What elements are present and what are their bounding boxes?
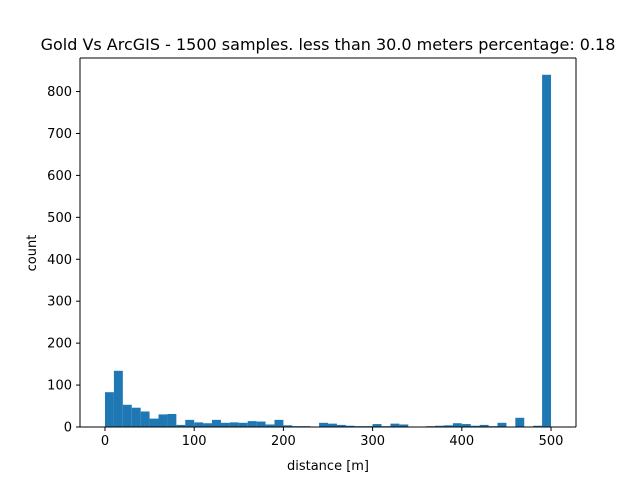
histogram-bar	[194, 422, 204, 427]
histogram-bar	[131, 407, 141, 427]
histogram-bar	[176, 424, 186, 427]
histogram-bar	[542, 74, 552, 427]
histogram-bar	[497, 422, 507, 427]
y-tick-label: 600	[47, 169, 72, 184]
y-tick-label: 300	[47, 295, 72, 310]
x-axis-label: distance [m]	[287, 459, 369, 474]
y-tick-label: 500	[47, 211, 72, 226]
histogram-bar	[470, 425, 480, 427]
histogram-bar	[229, 422, 239, 427]
histogram-bar	[113, 370, 123, 427]
histogram-bar	[167, 414, 177, 427]
x-tick-label: 500	[539, 434, 564, 449]
x-tick-label: 300	[360, 434, 385, 449]
y-tick-label: 700	[47, 127, 72, 142]
histogram-bar	[104, 392, 114, 427]
axes-group: 0 100 200 300 400 500 0 100 200 300 400 500 600 700 80…	[47, 57, 577, 449]
histogram-bar	[399, 424, 409, 427]
histogram-bar	[336, 424, 346, 427]
x-tick-label: 200	[271, 434, 296, 449]
histogram-bar	[220, 422, 230, 427]
chart-title: Gold Vs ArcGIS - 1500 samples. less than…	[41, 35, 616, 54]
histogram-bar	[122, 404, 132, 427]
histogram-bar	[247, 421, 257, 427]
histogram-bar	[149, 418, 159, 427]
histogram-bar	[372, 424, 382, 427]
y-axis-label: count	[25, 235, 40, 272]
y-tick-label: 200	[47, 337, 72, 352]
histogram-bar	[140, 411, 150, 427]
histogram-bar	[328, 423, 337, 427]
histogram-bar	[479, 424, 489, 427]
histogram-bar	[238, 422, 248, 427]
y-tick-label: 100	[47, 379, 72, 394]
histogram-bar	[533, 425, 543, 427]
y-tick-label: 400	[47, 253, 72, 268]
histogram-bar	[256, 421, 266, 427]
histogram-bar	[319, 422, 328, 427]
x-tick-label: 0	[101, 434, 109, 449]
histogram-bar	[212, 419, 221, 427]
histogram-bar	[443, 425, 453, 427]
y-tick-label: 0	[64, 421, 72, 436]
x-tick-label: 100	[182, 434, 207, 449]
x-tick-label: 400	[449, 434, 474, 449]
histogram-bar	[452, 423, 462, 427]
histogram-bar	[158, 414, 168, 427]
histogram-bar	[390, 423, 400, 427]
histogram-bar	[203, 423, 213, 427]
histogram-bar	[283, 425, 293, 427]
y-tick-label: 800	[47, 85, 72, 100]
histogram-bar	[461, 424, 471, 427]
histogram-bar	[185, 419, 195, 427]
histogram-bar	[274, 419, 284, 427]
histogram-bar	[435, 425, 444, 427]
histogram-bar	[515, 417, 525, 427]
histogram-bar	[345, 425, 355, 427]
histogram-bar	[265, 424, 275, 427]
